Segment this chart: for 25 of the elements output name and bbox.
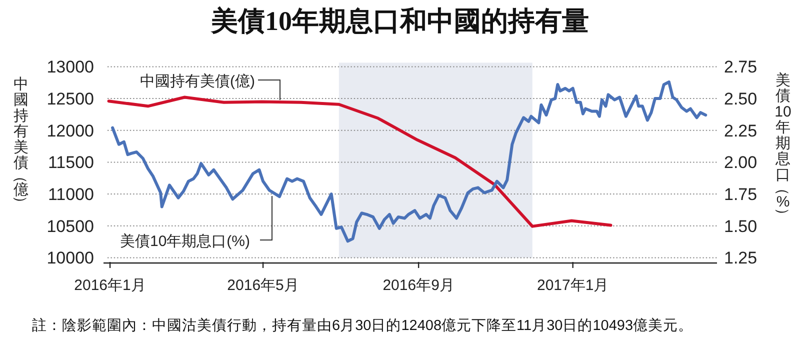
series-label: 中國持有美債(億) xyxy=(140,73,255,90)
y-tick-label: 13000 xyxy=(46,58,94,77)
y-tick-label: 12500 xyxy=(46,90,94,109)
x-tick-label: 2016年5月 xyxy=(227,277,299,294)
y2-tick-label: 1.25 xyxy=(724,248,758,268)
y2-tick-label: 1.50 xyxy=(724,216,758,236)
chart-title: 美債10年期息口和中國的持有量 xyxy=(210,6,589,36)
y-tick-label: 10000 xyxy=(46,248,94,268)
x-tick-label: 2016年1月 xyxy=(74,277,146,294)
y-tick-label: 11000 xyxy=(48,185,94,204)
line-series xyxy=(107,96,612,228)
y-tick-label: 12000 xyxy=(46,121,94,140)
y2-tick-label: 1.75 xyxy=(724,185,758,204)
y2-tick-label: 2.75 xyxy=(724,58,758,77)
y2-tick-label: 2.00 xyxy=(724,153,758,172)
y-tick-label: 10500 xyxy=(46,216,94,236)
y2-tick-label: 2.50 xyxy=(724,90,758,109)
y2-tick-label: 2.25 xyxy=(724,121,758,140)
text: 註：陰影範圍內：中國沽美債行動，持有量由6月30日的12408億元下降至11月30日的10493億美元。 xyxy=(32,317,694,334)
text: 中國持有美債（億） xyxy=(12,76,29,211)
text: 美債10年期息口(%) xyxy=(120,233,250,250)
x-tick-label: 2017年1月 xyxy=(536,277,609,294)
x-tick-label: 2016年9月 xyxy=(382,277,454,294)
y-tick-label: 11500 xyxy=(48,153,94,172)
text: 美債10年期息口（%） xyxy=(774,72,792,222)
